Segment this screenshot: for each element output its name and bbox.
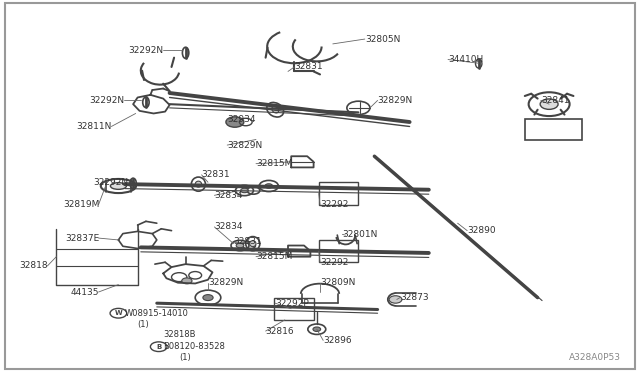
Text: 32809N: 32809N — [320, 278, 355, 287]
Text: 32831: 32831 — [202, 170, 230, 179]
Text: 32819M: 32819M — [63, 200, 99, 209]
Text: (1): (1) — [138, 320, 149, 329]
Text: 44135: 44135 — [70, 288, 99, 296]
Text: 32829N: 32829N — [378, 96, 413, 105]
Text: 32801N: 32801N — [342, 230, 378, 239]
Text: 34410H: 34410H — [448, 55, 483, 64]
Circle shape — [226, 117, 244, 127]
Text: 32831: 32831 — [294, 62, 323, 71]
Text: B08120-83528: B08120-83528 — [163, 342, 225, 351]
Text: 32818: 32818 — [19, 262, 48, 270]
Circle shape — [236, 243, 244, 248]
Bar — [274, 298, 314, 320]
Text: 32292N: 32292N — [90, 96, 125, 105]
Text: 32815M: 32815M — [256, 252, 292, 261]
Circle shape — [540, 99, 558, 109]
Bar — [319, 240, 358, 262]
Circle shape — [203, 295, 213, 301]
Text: 32292: 32292 — [320, 200, 348, 209]
Text: 32816: 32816 — [266, 327, 294, 336]
Text: 32829N: 32829N — [227, 141, 262, 150]
Text: 32934: 32934 — [227, 115, 256, 124]
Ellipse shape — [195, 181, 202, 187]
Text: 32805N: 32805N — [365, 35, 400, 44]
Ellipse shape — [110, 183, 127, 189]
Text: A328A0P53: A328A0P53 — [569, 353, 621, 362]
Text: 32818B: 32818B — [163, 330, 196, 339]
Circle shape — [265, 184, 273, 188]
Circle shape — [313, 327, 321, 331]
Circle shape — [389, 296, 402, 303]
Circle shape — [182, 278, 192, 284]
Text: B: B — [156, 344, 161, 350]
Text: 32292N: 32292N — [93, 178, 128, 187]
Text: 32831: 32831 — [234, 237, 262, 246]
Text: W08915-14010: W08915-14010 — [125, 309, 189, 318]
Bar — [319, 182, 358, 205]
Text: 32829N: 32829N — [208, 278, 243, 287]
Circle shape — [241, 188, 248, 193]
Circle shape — [150, 342, 167, 352]
Text: 32292P: 32292P — [275, 299, 309, 308]
Text: 32292N: 32292N — [128, 46, 163, 55]
Text: 32815M: 32815M — [256, 159, 292, 168]
Text: 32811N: 32811N — [77, 122, 112, 131]
Text: 32890: 32890 — [467, 226, 496, 235]
Circle shape — [110, 308, 127, 318]
Bar — [525, 119, 582, 140]
Text: 32834: 32834 — [214, 222, 243, 231]
Text: 32841: 32841 — [541, 96, 570, 105]
Text: 32873: 32873 — [400, 293, 429, 302]
Text: 32292: 32292 — [320, 258, 348, 267]
Text: 32834: 32834 — [214, 191, 243, 200]
Text: 32837E: 32837E — [65, 234, 99, 243]
Text: W: W — [115, 310, 122, 316]
Ellipse shape — [272, 106, 278, 113]
Text: 32896: 32896 — [323, 336, 352, 345]
Text: (1): (1) — [179, 353, 191, 362]
Ellipse shape — [250, 241, 256, 247]
